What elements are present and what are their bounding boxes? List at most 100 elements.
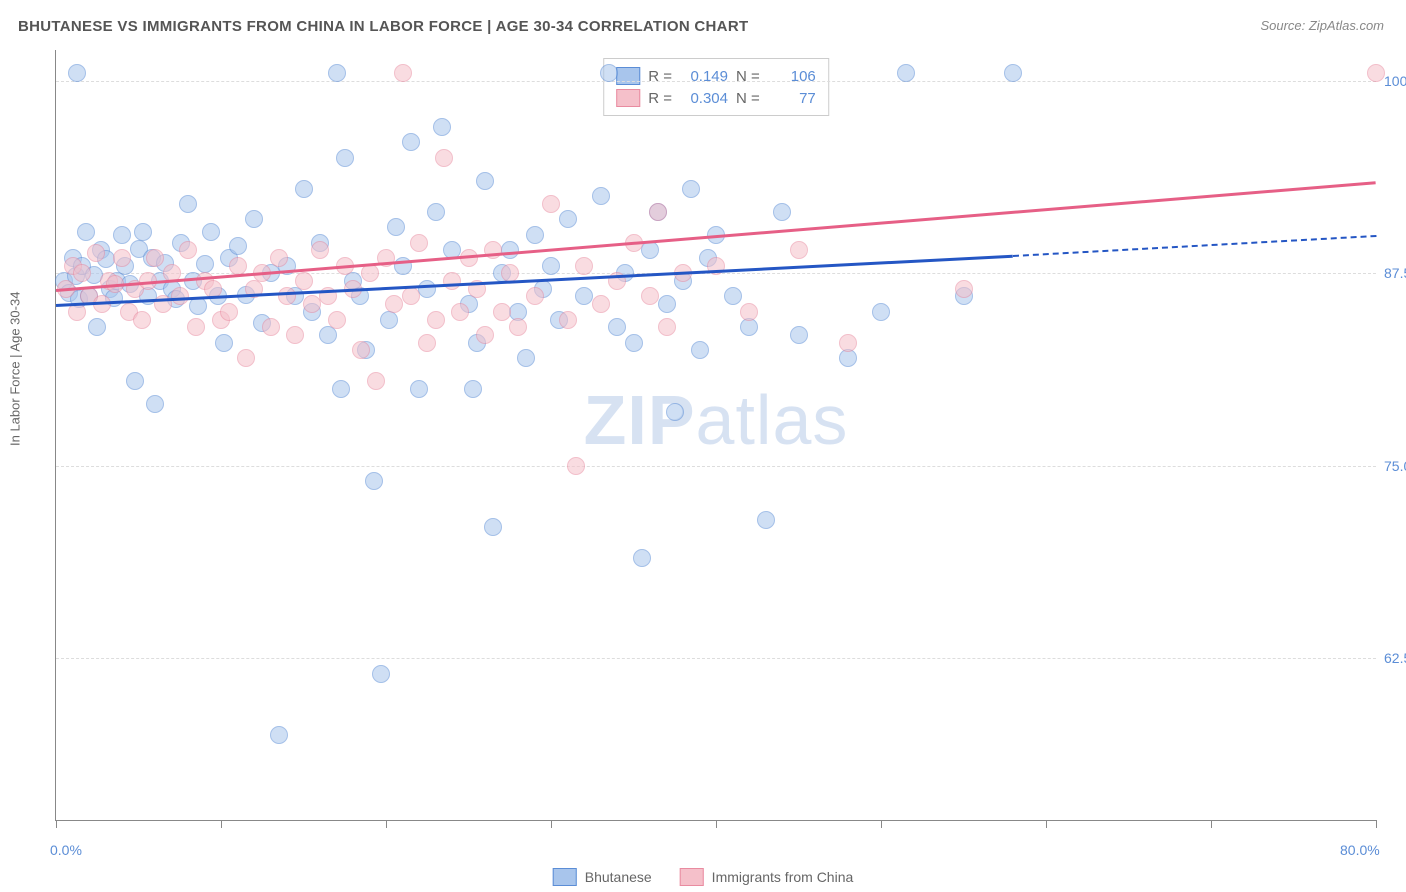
x-tick xyxy=(221,820,222,828)
swatch-bhutanese xyxy=(616,67,640,85)
scatter-point xyxy=(278,287,296,305)
scatter-point xyxy=(245,210,263,228)
scatter-point xyxy=(196,255,214,273)
scatter-point xyxy=(608,318,626,336)
scatter-point xyxy=(418,334,436,352)
scatter-point xyxy=(303,295,321,313)
scatter-point xyxy=(575,257,593,275)
stats-row-b: R = 0.304 N = 77 xyxy=(616,87,816,109)
scatter-point xyxy=(526,287,544,305)
scatter-point xyxy=(336,149,354,167)
scatter-point xyxy=(526,226,544,244)
x-tick xyxy=(1046,820,1047,828)
x-tick xyxy=(1376,820,1377,828)
n-label-b: N = xyxy=(736,90,760,107)
n-value-b: 77 xyxy=(768,90,816,107)
scatter-point xyxy=(402,133,420,151)
scatter-point xyxy=(592,187,610,205)
scatter-point xyxy=(146,395,164,413)
scatter-point xyxy=(394,64,412,82)
x-axis-max-label: 80.0% xyxy=(1340,842,1380,858)
scatter-point xyxy=(215,334,233,352)
trend-line-extrapolated xyxy=(1013,235,1376,257)
scatter-point xyxy=(658,295,676,313)
scatter-point xyxy=(202,223,220,241)
scatter-point xyxy=(649,203,667,221)
scatter-point xyxy=(146,249,164,267)
stats-box: R = 0.149 N = 106 R = 0.304 N = 77 xyxy=(603,58,829,116)
scatter-point xyxy=(365,472,383,490)
r-value-b: 0.304 xyxy=(680,90,728,107)
scatter-point xyxy=(542,195,560,213)
y-tick-label: 62.5% xyxy=(1384,650,1406,666)
scatter-point xyxy=(387,218,405,236)
scatter-point xyxy=(682,180,700,198)
scatter-point xyxy=(633,549,651,567)
scatter-point xyxy=(179,241,197,259)
x-tick xyxy=(1211,820,1212,828)
scatter-point xyxy=(897,64,915,82)
scatter-point xyxy=(133,311,151,329)
n-label: N = xyxy=(736,68,760,85)
scatter-point xyxy=(352,341,370,359)
scatter-point xyxy=(319,326,337,344)
scatter-point xyxy=(464,380,482,398)
scatter-point xyxy=(427,203,445,221)
x-tick xyxy=(551,820,552,828)
scatter-point xyxy=(380,311,398,329)
scatter-point xyxy=(476,172,494,190)
scatter-point xyxy=(559,210,577,228)
watermark: ZIPatlas xyxy=(584,380,849,460)
scatter-point xyxy=(237,349,255,367)
x-tick xyxy=(56,820,57,828)
source-attribution: Source: ZipAtlas.com xyxy=(1260,18,1384,33)
scatter-point xyxy=(410,234,428,252)
scatter-point xyxy=(435,149,453,167)
scatter-point xyxy=(451,303,469,321)
scatter-point xyxy=(839,349,857,367)
scatter-point xyxy=(691,341,709,359)
scatter-point xyxy=(68,64,86,82)
scatter-point xyxy=(476,326,494,344)
scatter-point xyxy=(262,318,280,336)
x-tick xyxy=(386,820,387,828)
scatter-point xyxy=(575,287,593,305)
scatter-point xyxy=(88,318,106,336)
scatter-point xyxy=(410,380,428,398)
scatter-point xyxy=(270,726,288,744)
scatter-point xyxy=(187,318,205,336)
scatter-point xyxy=(790,241,808,259)
x-tick xyxy=(881,820,882,828)
legend-label-b: Immigrants from China xyxy=(712,869,854,885)
scatter-point xyxy=(270,249,288,267)
scatter-point xyxy=(740,303,758,321)
scatter-point xyxy=(113,249,131,267)
scatter-point xyxy=(418,280,436,298)
scatter-point xyxy=(427,311,445,329)
scatter-point xyxy=(790,326,808,344)
x-axis-min-label: 0.0% xyxy=(50,842,82,858)
scatter-point xyxy=(87,244,105,262)
scatter-point xyxy=(113,226,131,244)
scatter-point xyxy=(443,272,461,290)
swatch-china xyxy=(616,89,640,107)
legend-label-a: Bhutanese xyxy=(585,869,652,885)
scatter-point xyxy=(286,326,304,344)
y-tick-label: 75.0% xyxy=(1384,458,1406,474)
y-tick-label: 100.0% xyxy=(1384,73,1406,89)
y-tick-label: 87.5% xyxy=(1384,265,1406,281)
scatter-point xyxy=(658,318,676,336)
scatter-point xyxy=(1367,64,1385,82)
r-label: R = xyxy=(648,68,672,85)
scatter-point xyxy=(73,264,91,282)
y-axis-label: In Labor Force | Age 30-34 xyxy=(8,292,23,446)
scatter-point xyxy=(955,280,973,298)
scatter-point xyxy=(295,272,313,290)
stats-row-a: R = 0.149 N = 106 xyxy=(616,65,816,87)
scatter-point xyxy=(666,403,684,421)
scatter-point xyxy=(328,64,346,82)
scatter-point xyxy=(493,303,511,321)
n-value-a: 106 xyxy=(768,68,816,85)
scatter-point xyxy=(740,318,758,336)
r-label-b: R = xyxy=(648,90,672,107)
